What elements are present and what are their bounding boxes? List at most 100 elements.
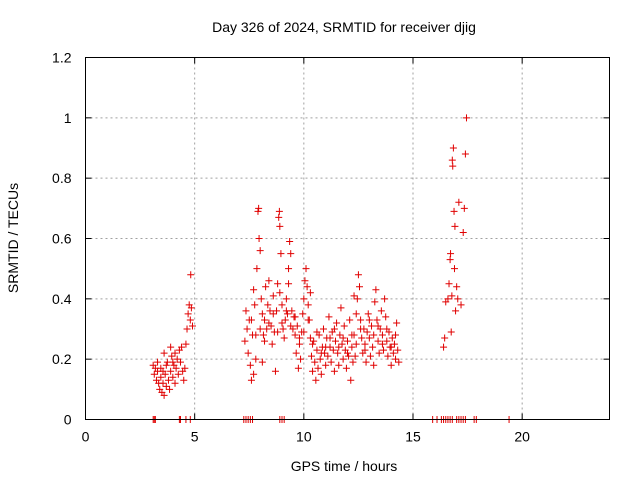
data-point bbox=[346, 316, 354, 324]
data-point bbox=[287, 322, 295, 330]
data-point bbox=[160, 391, 168, 399]
data-point bbox=[275, 207, 283, 215]
data-point bbox=[299, 310, 307, 318]
data-point bbox=[293, 322, 301, 330]
data-point bbox=[316, 355, 324, 363]
data-point bbox=[447, 328, 455, 336]
data-point bbox=[373, 316, 381, 324]
data-point bbox=[329, 346, 337, 354]
data-point bbox=[383, 337, 391, 345]
data-point bbox=[167, 367, 175, 375]
data-point bbox=[344, 337, 351, 345]
data-point bbox=[348, 331, 356, 339]
data-point bbox=[159, 367, 167, 375]
data-point bbox=[378, 340, 386, 348]
data-point bbox=[351, 352, 359, 360]
y-tick-label: 1 bbox=[64, 110, 72, 126]
data-point bbox=[338, 340, 346, 348]
data-point bbox=[159, 379, 167, 387]
data-point bbox=[160, 349, 168, 357]
data-point bbox=[459, 228, 467, 236]
data-point bbox=[247, 376, 255, 384]
data-point bbox=[173, 355, 181, 363]
y-axis-label: SRMTID / TECUs bbox=[5, 183, 21, 293]
data-point bbox=[378, 331, 386, 339]
data-point bbox=[371, 298, 379, 306]
data-point bbox=[462, 114, 470, 122]
data-point bbox=[291, 331, 299, 339]
data-point bbox=[304, 316, 312, 324]
data-point bbox=[353, 295, 361, 303]
data-point bbox=[380, 346, 388, 354]
x-tick-label: 5 bbox=[191, 429, 199, 445]
data-point bbox=[395, 358, 403, 366]
data-point bbox=[252, 331, 260, 339]
data-point bbox=[381, 295, 389, 303]
data-point bbox=[169, 358, 177, 366]
data-point bbox=[183, 325, 191, 333]
data-point bbox=[362, 358, 370, 366]
data-point bbox=[349, 358, 357, 366]
data-point bbox=[335, 343, 343, 351]
data-point bbox=[186, 316, 194, 324]
data-point bbox=[246, 361, 254, 369]
data-point bbox=[188, 322, 196, 330]
data-point bbox=[253, 265, 261, 273]
data-point bbox=[174, 370, 182, 378]
data-point bbox=[178, 343, 186, 351]
data-point bbox=[336, 331, 344, 339]
data-point bbox=[317, 370, 325, 378]
data-point bbox=[182, 340, 190, 348]
data-point bbox=[394, 346, 402, 354]
data-point bbox=[335, 361, 343, 369]
data-point bbox=[300, 295, 308, 303]
data-point bbox=[330, 325, 338, 333]
data-point bbox=[164, 376, 172, 384]
data-point bbox=[261, 316, 269, 324]
x-tick-label: 0 bbox=[82, 429, 90, 445]
data-point bbox=[339, 355, 347, 363]
data-point bbox=[187, 271, 195, 279]
data-point bbox=[268, 340, 276, 348]
data-point bbox=[447, 250, 455, 258]
y-tick-label: 0.4 bbox=[52, 291, 72, 307]
data-point bbox=[331, 337, 339, 345]
data-point bbox=[273, 307, 281, 315]
data-point bbox=[322, 343, 330, 351]
data-point bbox=[263, 325, 271, 333]
data-point bbox=[448, 292, 456, 300]
data-point bbox=[363, 328, 371, 336]
data-point bbox=[306, 289, 314, 297]
data-point bbox=[372, 286, 380, 294]
data-point bbox=[368, 322, 376, 330]
data-point bbox=[181, 364, 189, 372]
data-point bbox=[347, 376, 355, 384]
data-point bbox=[256, 247, 264, 255]
data-point bbox=[254, 207, 262, 215]
data-point bbox=[281, 316, 289, 324]
data-point bbox=[334, 349, 342, 357]
data-point bbox=[292, 349, 300, 357]
data-point bbox=[392, 355, 400, 363]
data-point bbox=[310, 337, 318, 345]
y-tick-label: 0.8 bbox=[52, 170, 72, 186]
data-point bbox=[448, 156, 456, 164]
data-point bbox=[319, 325, 327, 333]
data-point bbox=[302, 265, 310, 273]
data-point bbox=[307, 352, 315, 360]
data-point bbox=[356, 283, 364, 291]
y-tick-label: 0 bbox=[64, 412, 72, 428]
data-point bbox=[285, 265, 293, 273]
data-point bbox=[366, 352, 374, 360]
data-point bbox=[261, 337, 269, 345]
x-tick-label: 10 bbox=[296, 429, 312, 445]
data-point bbox=[168, 352, 176, 360]
data-point bbox=[449, 162, 457, 170]
data-point bbox=[287, 250, 295, 258]
data-point bbox=[274, 328, 282, 336]
data-point bbox=[358, 334, 366, 342]
data-point bbox=[387, 361, 395, 369]
data-point bbox=[262, 283, 270, 291]
y-tick-label: 0.2 bbox=[52, 351, 72, 367]
